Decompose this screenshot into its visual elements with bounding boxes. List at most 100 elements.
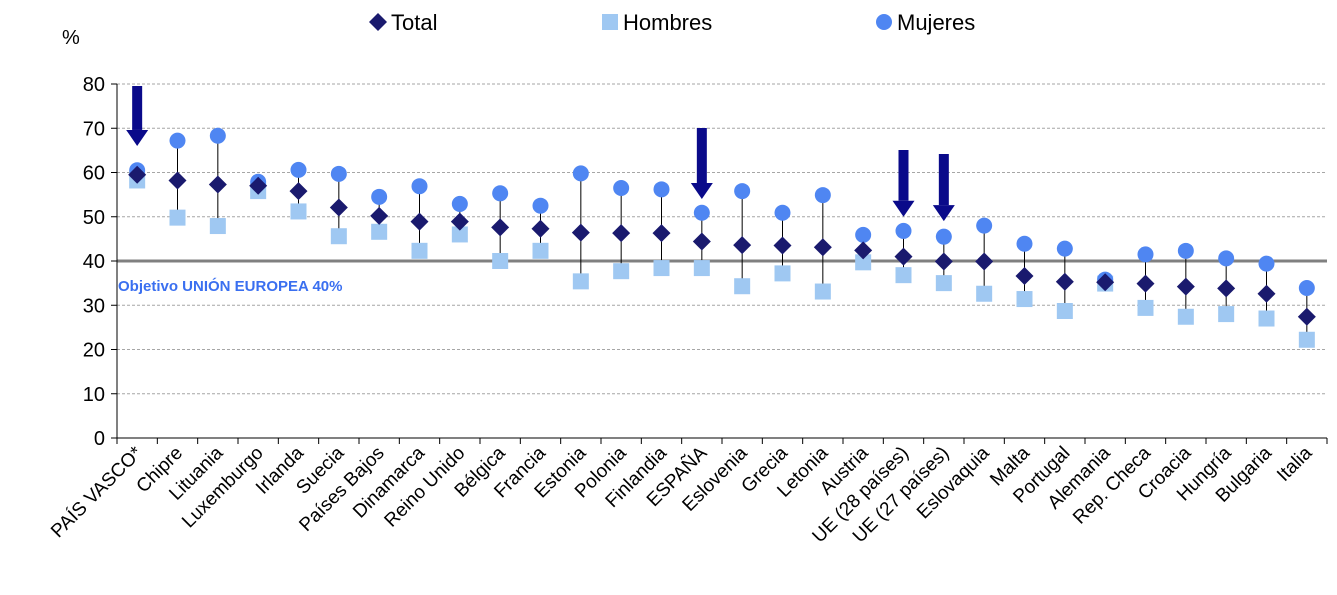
mujeres-point (935, 228, 952, 245)
arrow-shaft (132, 86, 143, 130)
category-label: Italia (1273, 442, 1317, 486)
total-point (934, 252, 953, 271)
arrow-shaft (898, 150, 909, 201)
total-point (450, 212, 469, 231)
legend-hombres-marker (602, 14, 618, 30)
total-point (128, 165, 147, 184)
total-point (1257, 284, 1276, 303)
y-tick-label: 50 (83, 207, 105, 229)
mujeres-point (693, 204, 710, 221)
legend-label: Hombres (623, 10, 712, 35)
hombres-point (1177, 308, 1194, 325)
total-point (370, 206, 389, 225)
mujeres-point (1258, 255, 1275, 272)
mujeres-point (572, 165, 589, 182)
total-point (1297, 307, 1316, 326)
hombres-point (855, 254, 872, 271)
mujeres-point (895, 222, 912, 239)
hombres-point (290, 203, 307, 220)
mujeres-point (371, 188, 388, 205)
mujeres-point (451, 195, 468, 212)
mujeres-point (1298, 279, 1315, 296)
hombres-point (1016, 291, 1033, 308)
hombres-point (1298, 331, 1315, 348)
y-tick-label: 60 (83, 163, 105, 185)
arrow-head (932, 205, 955, 222)
total-point (894, 247, 913, 266)
mujeres-point (1177, 242, 1194, 259)
total-point (692, 232, 711, 251)
hombres-point (895, 267, 912, 284)
hombres-point (1258, 310, 1275, 327)
mujeres-point (169, 132, 186, 149)
total-point (571, 223, 590, 242)
legend: Total Hombres Mujeres (369, 10, 975, 35)
y-tick-label: 0 (94, 428, 105, 450)
hombres-point (935, 275, 952, 292)
hombres-point (613, 263, 630, 280)
total-point (612, 224, 631, 243)
total-point (1055, 272, 1074, 291)
hombres-point (693, 260, 710, 277)
mujeres-point (814, 187, 831, 204)
total-point (410, 212, 429, 231)
total-point (773, 236, 792, 255)
mujeres-point (855, 226, 872, 243)
hombres-point (734, 278, 751, 295)
legend-mujeres-marker (876, 14, 892, 30)
y-tick-label: 30 (83, 295, 105, 317)
hombres-point (814, 283, 831, 300)
highlight-arrows (126, 86, 955, 222)
hombres-point (572, 273, 589, 290)
y-tick-label: 20 (83, 340, 105, 362)
hombres-point (371, 223, 388, 240)
y-tick-label: 10 (83, 384, 105, 406)
total-point (168, 171, 187, 190)
mujeres-point (774, 204, 791, 221)
mujeres-point (1137, 246, 1154, 263)
total-point (854, 241, 873, 260)
y-axis-label: % (62, 27, 80, 49)
arrow-shaft (938, 154, 949, 206)
mujeres-point (492, 185, 509, 202)
data-marks (128, 127, 1316, 348)
hombres-point (411, 242, 428, 259)
total-point (329, 198, 348, 217)
range-stems (136, 135, 1308, 340)
mujeres-point (330, 165, 347, 182)
target-label: Objetivo UNIÓN EUROPEA 40% (118, 277, 343, 295)
arrow-head (892, 200, 915, 217)
mujeres-point (734, 183, 751, 200)
total-point (1096, 273, 1115, 292)
hombres-point (492, 253, 509, 269)
mujeres-point (1056, 240, 1073, 257)
hombres-point (1056, 303, 1073, 320)
total-point (289, 182, 308, 201)
hombres-point (532, 242, 549, 259)
hombres-point (330, 228, 347, 245)
total-point (1015, 267, 1034, 286)
total-point (813, 238, 832, 257)
mujeres-point (1016, 235, 1033, 252)
category-labels: PAÍS VASCO*ChipreLituaniaLuxemburgoIrlan… (47, 442, 1316, 547)
total-point (652, 224, 671, 243)
mujeres-point (532, 197, 549, 214)
mujeres-point (653, 181, 670, 198)
hombres-point (1218, 306, 1235, 323)
hombres-point (774, 265, 791, 282)
axes: 0 10 20 30 40 50 60 70 80 (83, 74, 1328, 450)
hombres-point (653, 260, 670, 277)
total-point (1176, 277, 1195, 296)
mujeres-point (411, 178, 428, 195)
total-point (531, 219, 550, 238)
hombres-point (169, 209, 186, 226)
mujeres-point (209, 127, 226, 144)
arrow-shaft (696, 128, 707, 184)
y-tick-label: 40 (83, 251, 105, 273)
target-line-group: Objetivo UNIÓN EUROPEA 40% (117, 259, 1327, 295)
mujeres-point (290, 161, 307, 178)
total-point (1136, 274, 1155, 293)
arrow-head (690, 183, 713, 200)
hombres-point (1137, 299, 1154, 316)
hombres-point (209, 218, 226, 235)
